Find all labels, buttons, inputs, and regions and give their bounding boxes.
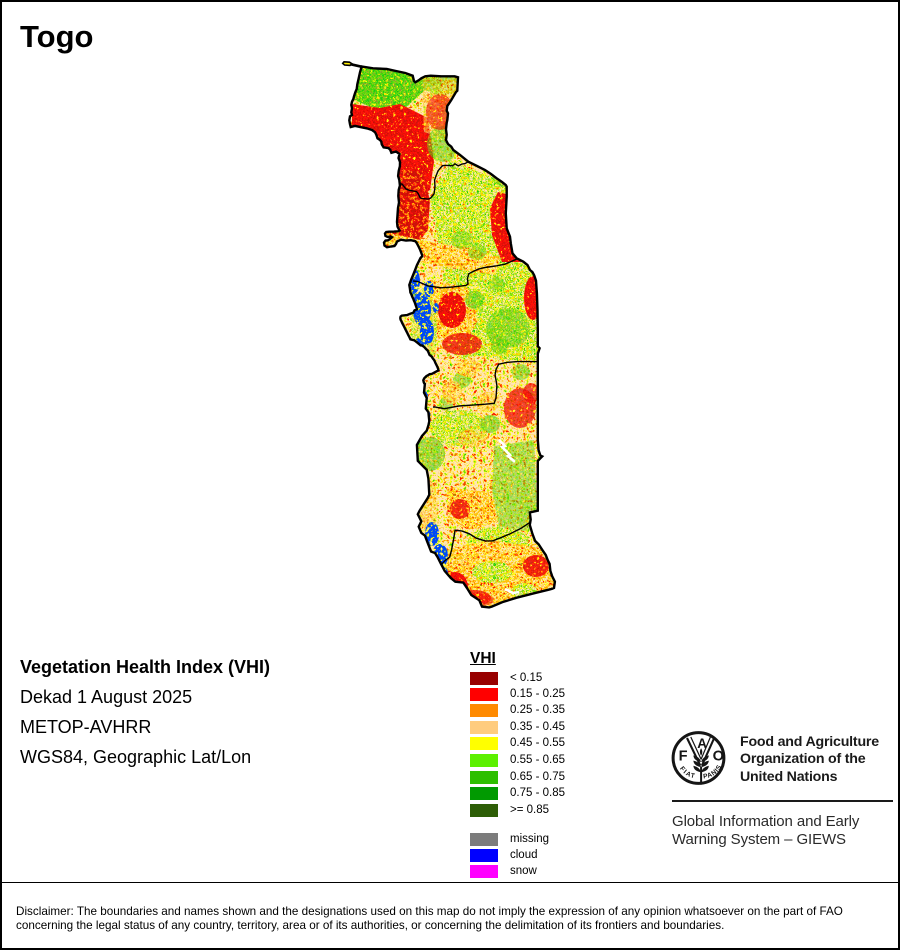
svg-text:A: A: [697, 736, 707, 751]
svg-text:F: F: [679, 748, 688, 764]
svg-text:O: O: [713, 748, 724, 764]
